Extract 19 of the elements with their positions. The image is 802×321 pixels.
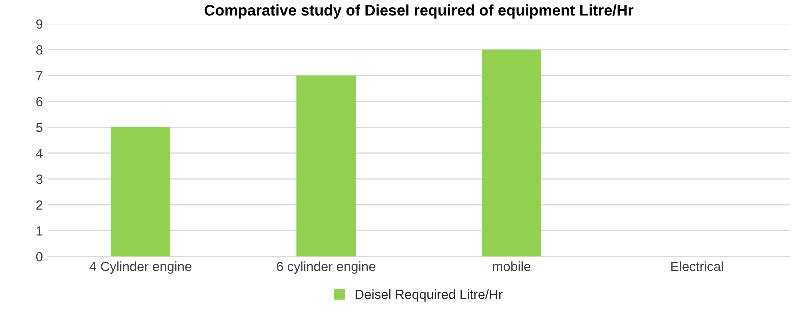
chart-title: Comparative study of Diesel required of equipment Litre/Hr bbox=[204, 4, 634, 19]
y-tick-label: 0 bbox=[36, 252, 43, 262]
y-tick-label: 4 bbox=[36, 149, 43, 158]
x-tick-label: Electrical bbox=[672, 262, 724, 272]
y-tick-label: 3 bbox=[36, 174, 43, 184]
y-tick-label: 5 bbox=[36, 123, 43, 132]
bar bbox=[111, 128, 171, 257]
y-tick-label: 6 bbox=[36, 97, 43, 107]
x-tick-label: mobile bbox=[493, 262, 531, 272]
x-tick-label: 6 cylinder engine bbox=[277, 262, 376, 274]
y-tick-label: 8 bbox=[36, 46, 43, 55]
legend-label: Deisel Reqquired Litre/Hr bbox=[356, 290, 503, 302]
y-tick-label: 7 bbox=[36, 71, 43, 81]
bar bbox=[482, 50, 542, 257]
y-tick-label: 1 bbox=[36, 226, 43, 236]
y-tick-label: 2 bbox=[36, 200, 43, 210]
bar bbox=[296, 76, 356, 257]
y-tick-label: 9 bbox=[36, 20, 43, 29]
x-tick-label: 4 Cylinder engine bbox=[90, 262, 192, 274]
